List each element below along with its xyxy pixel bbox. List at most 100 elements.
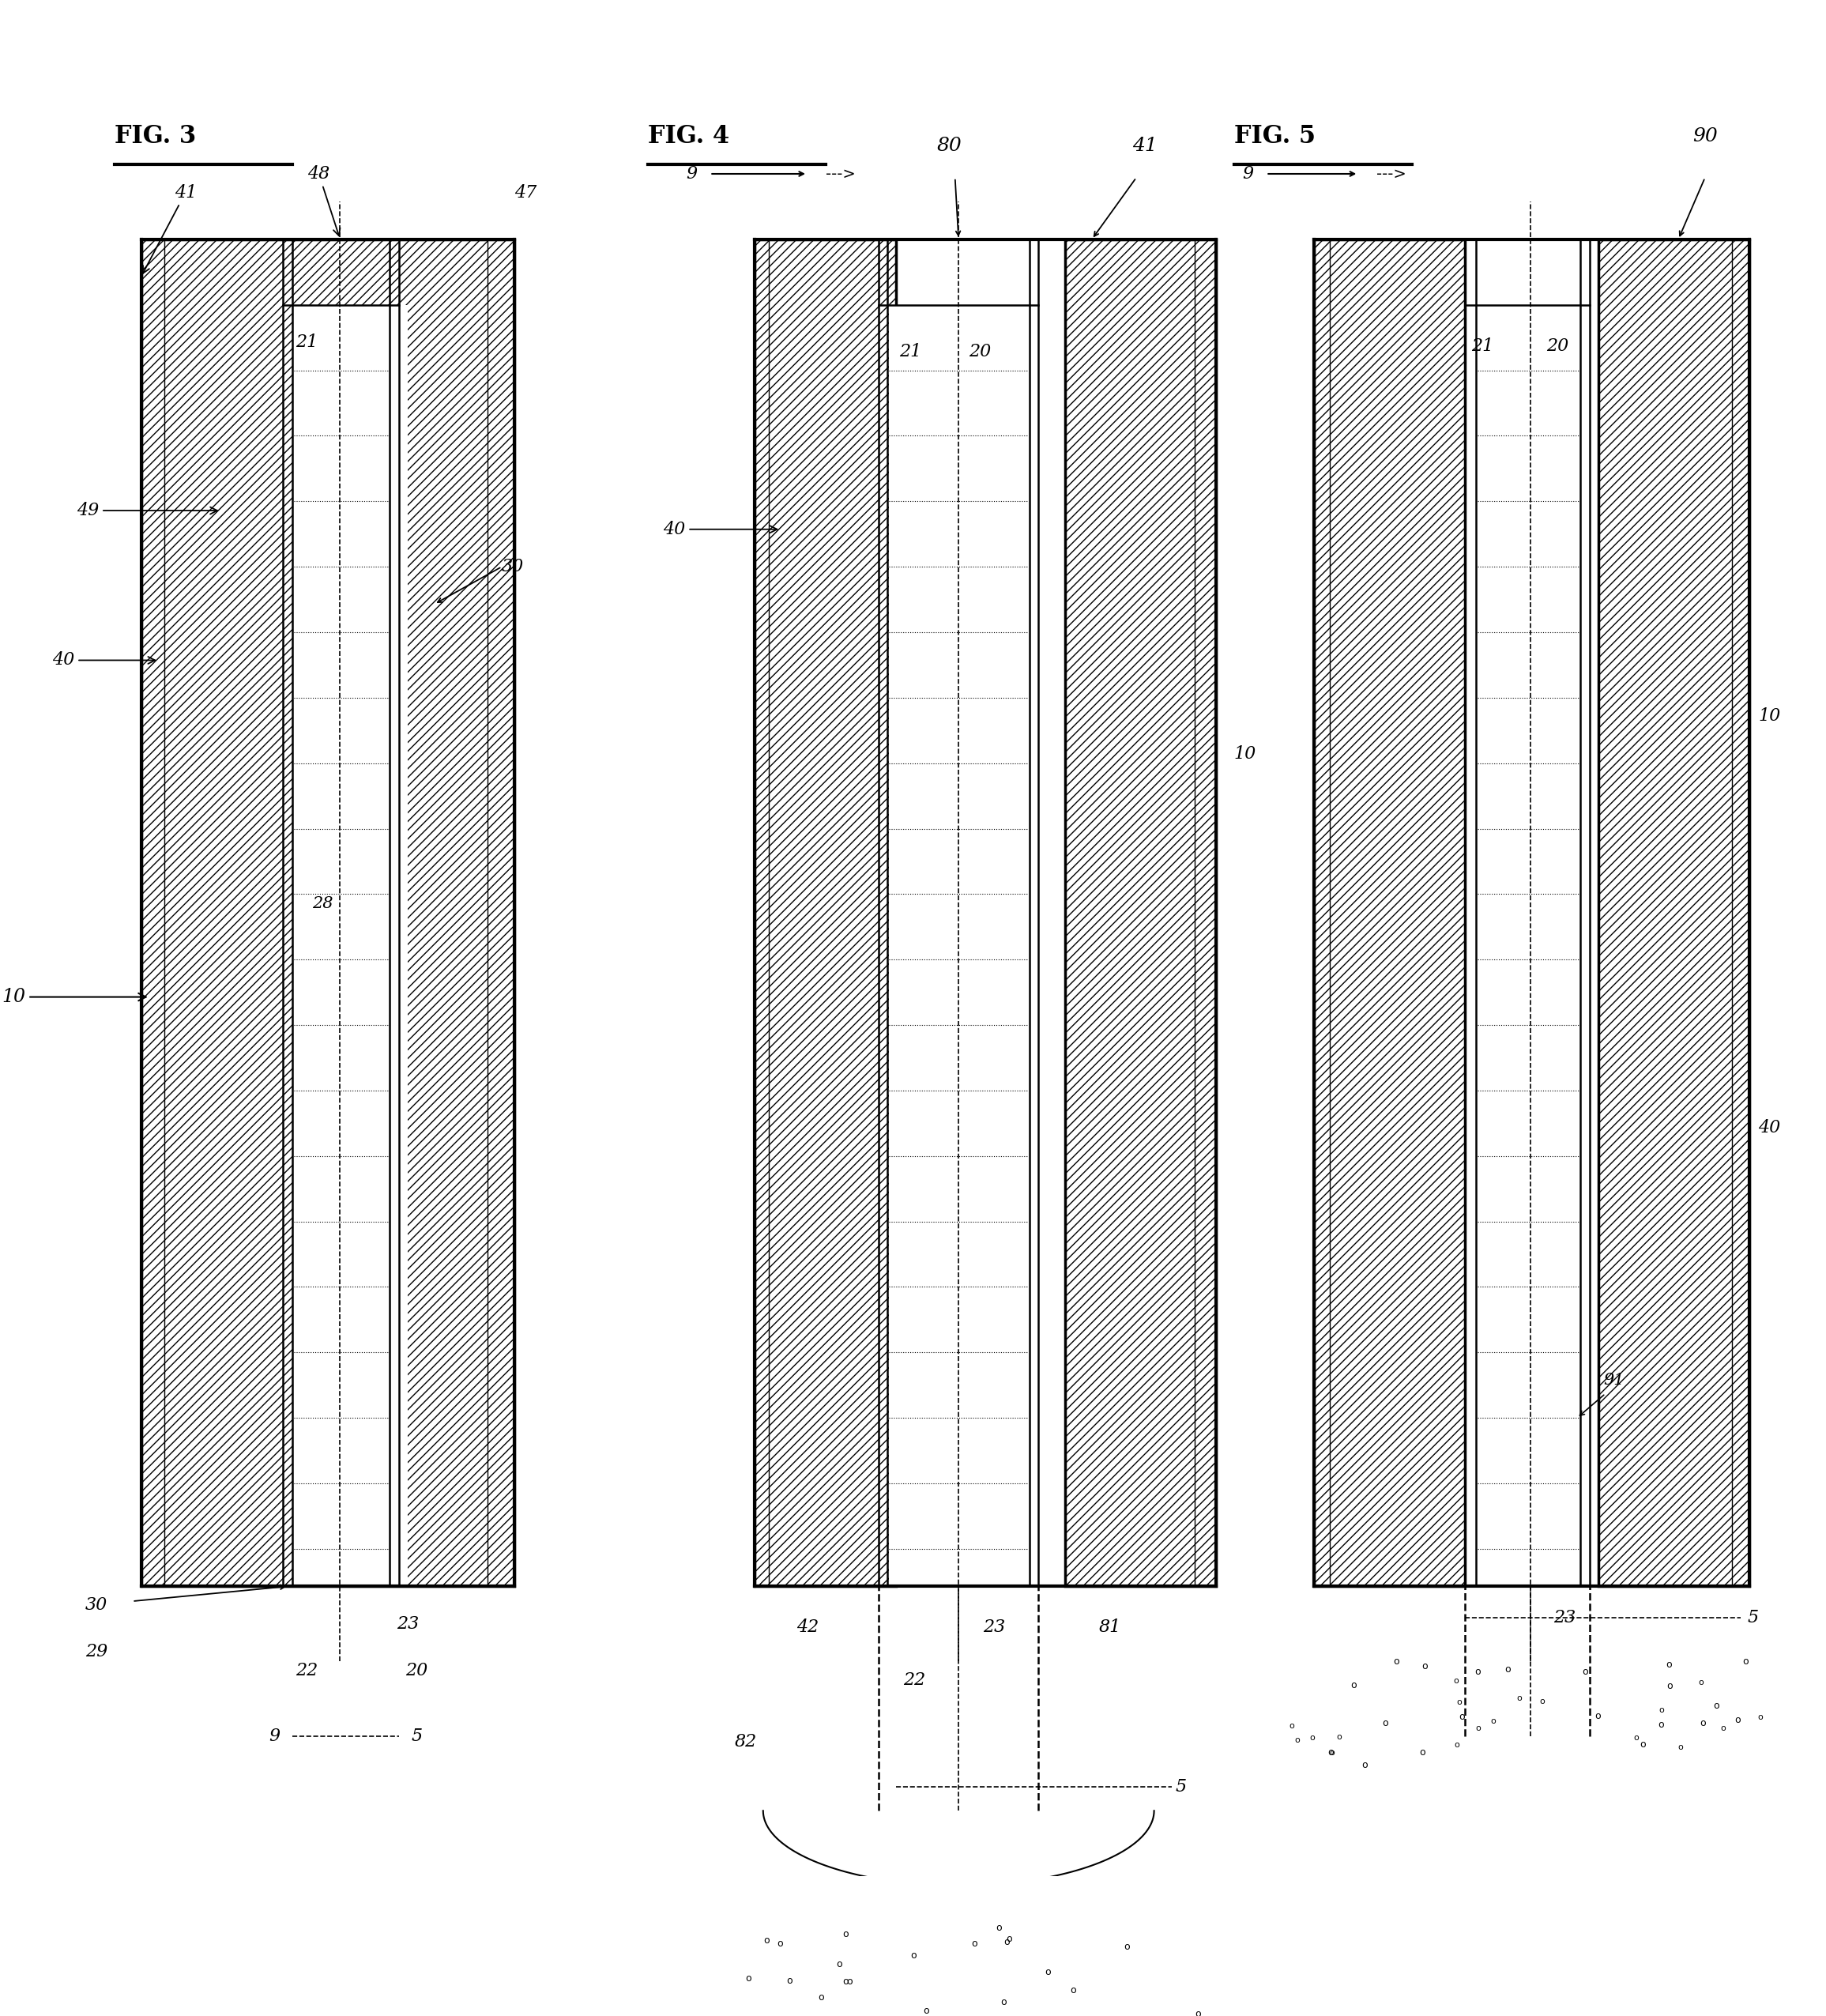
Text: o: o: [1517, 1693, 1523, 1702]
Text: o: o: [1453, 1677, 1459, 1685]
Text: o: o: [836, 1960, 842, 1970]
Text: 10: 10: [2, 988, 146, 1006]
Text: 41: 41: [142, 183, 197, 274]
Text: o: o: [1328, 1748, 1333, 1758]
Text: --->: --->: [1377, 167, 1406, 181]
Text: 20: 20: [1547, 337, 1569, 355]
Text: o: o: [1006, 1933, 1012, 1943]
Text: o: o: [971, 1939, 977, 1949]
Bar: [754, 240, 897, 1587]
Text: 81: 81: [1099, 1619, 1121, 1637]
Text: o: o: [1070, 1986, 1076, 1996]
Text: o: o: [842, 1978, 849, 1988]
Text: 42: 42: [796, 1619, 818, 1637]
Text: 80: 80: [937, 137, 962, 155]
Text: o: o: [1667, 1681, 1673, 1691]
Text: o: o: [1295, 1736, 1300, 1744]
Text: o: o: [1700, 1718, 1705, 1728]
Bar: [1598, 240, 1749, 1587]
Text: 30: 30: [86, 1597, 108, 1613]
Text: o: o: [1735, 1716, 1740, 1726]
Text: 29: 29: [86, 1643, 108, 1661]
Text: o: o: [1351, 1679, 1357, 1689]
Text: FIG. 5: FIG. 5: [1234, 125, 1315, 149]
Text: 41: 41: [1132, 137, 1158, 155]
Text: FIG. 4: FIG. 4: [648, 125, 729, 149]
Text: 20: 20: [970, 343, 992, 361]
Text: o: o: [1758, 1714, 1762, 1722]
Text: 9: 9: [268, 1728, 279, 1744]
Text: 82: 82: [734, 1734, 756, 1750]
Text: o: o: [745, 1974, 750, 1984]
Text: o: o: [1658, 1720, 1663, 1730]
Text: o: o: [1539, 1697, 1545, 1706]
Text: 5: 5: [1747, 1609, 1758, 1627]
Text: o: o: [1678, 1744, 1684, 1752]
Text: o: o: [1289, 1722, 1295, 1730]
Text: o: o: [1457, 1699, 1463, 1706]
Text: 28: 28: [312, 895, 332, 911]
Bar: [292, 304, 407, 1587]
Text: o: o: [1475, 1724, 1481, 1732]
Text: 22: 22: [904, 1671, 926, 1689]
Text: o: o: [1329, 1748, 1335, 1756]
Text: o: o: [1125, 1941, 1130, 1951]
Text: 20: 20: [405, 1661, 427, 1679]
Text: 10: 10: [1758, 708, 1780, 726]
Text: o: o: [818, 1992, 824, 2002]
Text: 30: 30: [502, 558, 524, 575]
Text: o: o: [1490, 1718, 1495, 1726]
Text: o: o: [1505, 1665, 1510, 1675]
Text: o: o: [1393, 1657, 1399, 1667]
Text: o: o: [1713, 1699, 1720, 1712]
Text: o: o: [1337, 1734, 1342, 1742]
Text: 90: 90: [1693, 127, 1718, 145]
Text: o: o: [924, 2006, 929, 2016]
Bar: [1315, 240, 1464, 1587]
Text: 21: 21: [1472, 337, 1494, 355]
Text: o: o: [787, 1976, 792, 1986]
Text: o: o: [778, 1939, 783, 1949]
Text: 23: 23: [1554, 1609, 1576, 1627]
Bar: [141, 240, 515, 1587]
Text: o: o: [1634, 1734, 1640, 1742]
Text: 91: 91: [1603, 1373, 1625, 1387]
Text: o: o: [1422, 1661, 1428, 1671]
Text: o: o: [911, 1951, 917, 1962]
Text: 5: 5: [1176, 1778, 1187, 1794]
Text: o: o: [763, 1935, 769, 1945]
Text: o: o: [1194, 2008, 1202, 2016]
Text: o: o: [1309, 1734, 1315, 1742]
Text: o: o: [1658, 1706, 1663, 1714]
Text: o: o: [1583, 1667, 1589, 1677]
Text: o: o: [1475, 1667, 1481, 1677]
Text: 40: 40: [53, 651, 155, 669]
Text: o: o: [1001, 1998, 1006, 2008]
Text: o: o: [1640, 1740, 1645, 1750]
Text: o: o: [1044, 1968, 1052, 1978]
Text: o: o: [1594, 1712, 1601, 1722]
Text: 22: 22: [296, 1661, 318, 1679]
Bar: [1065, 240, 1216, 1587]
Text: 40: 40: [663, 520, 778, 538]
Text: o: o: [1362, 1760, 1368, 1770]
Text: o: o: [1742, 1657, 1747, 1667]
Bar: [1477, 304, 1579, 1587]
Text: o: o: [1665, 1659, 1673, 1669]
Text: o: o: [842, 1929, 849, 1939]
Bar: [889, 304, 1030, 1587]
Text: 21: 21: [296, 333, 318, 351]
Text: o: o: [1459, 1712, 1464, 1722]
Text: 21: 21: [900, 343, 922, 361]
Text: o: o: [1453, 1740, 1459, 1748]
Text: 9: 9: [1244, 165, 1254, 183]
Text: 23: 23: [396, 1615, 418, 1633]
Text: o: o: [845, 1976, 853, 1986]
Text: o: o: [1004, 1937, 1010, 1947]
Text: 47: 47: [515, 183, 537, 202]
Text: 48: 48: [307, 165, 340, 236]
Text: 40: 40: [1758, 1119, 1780, 1137]
Text: 10: 10: [1234, 746, 1256, 762]
Text: --->: --->: [825, 167, 855, 181]
Text: 23: 23: [982, 1619, 1006, 1637]
